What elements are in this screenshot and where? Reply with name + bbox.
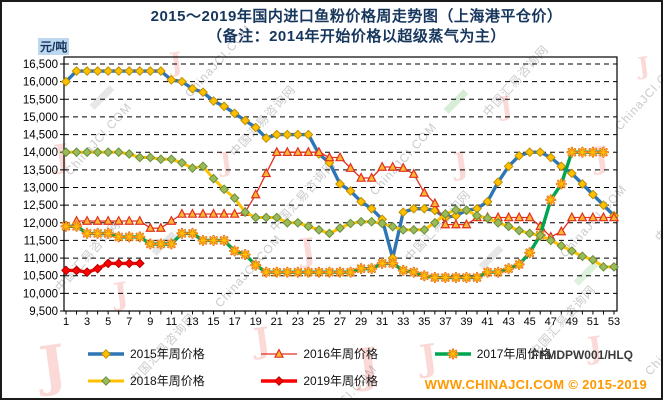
legend-marker-2018 bbox=[88, 375, 124, 386]
legend-item-2019: 2019年周价格 bbox=[259, 372, 429, 389]
svg-text:7: 7 bbox=[126, 316, 132, 328]
svg-text:23: 23 bbox=[292, 316, 304, 328]
svg-text:15,500: 15,500 bbox=[23, 94, 58, 106]
svg-text:49: 49 bbox=[566, 316, 578, 328]
svg-text:10,000: 10,000 bbox=[23, 288, 58, 300]
svg-text:11: 11 bbox=[166, 316, 177, 328]
site-copyright: WWW.CHINAJCI.COM © 2015-2019 bbox=[424, 377, 647, 392]
report-code: FFMDPW001/HLQ bbox=[531, 348, 633, 362]
svg-text:11,500: 11,500 bbox=[24, 235, 58, 247]
svg-text:37: 37 bbox=[439, 316, 451, 328]
legend-label-2015: 2015年周价格 bbox=[130, 347, 205, 361]
svg-text:12,500: 12,500 bbox=[23, 200, 58, 212]
svg-text:15: 15 bbox=[207, 316, 219, 328]
legend-marker-2016 bbox=[261, 347, 298, 358]
chart-title-line2: （备注：2014年开始价格以超级蒸气为主） bbox=[207, 28, 506, 45]
svg-text:3: 3 bbox=[84, 316, 90, 328]
svg-text:33: 33 bbox=[397, 316, 409, 328]
svg-text:27: 27 bbox=[334, 316, 346, 328]
legend-label-2019: 2019年周价格 bbox=[303, 374, 379, 388]
svg-text:5: 5 bbox=[105, 316, 111, 328]
legend-label-2016: 2016年周价格 bbox=[303, 347, 379, 361]
legend-marker-2019 bbox=[261, 375, 298, 386]
svg-text:47: 47 bbox=[545, 316, 557, 328]
svg-text:14,500: 14,500 bbox=[23, 130, 58, 142]
svg-text:29: 29 bbox=[355, 316, 367, 328]
svg-text:13,000: 13,000 bbox=[23, 183, 58, 195]
legend-item-2017: 2017年周价格 bbox=[433, 345, 603, 362]
legend-marker-2015 bbox=[88, 348, 124, 359]
svg-text:15,000: 15,000 bbox=[23, 112, 58, 124]
chart-title-line1: 2015～2019年国内进口鱼粉价格周走势图（上海港平仓价） bbox=[150, 8, 563, 25]
svg-text:43: 43 bbox=[502, 316, 514, 328]
legend-row-1: 2015年周价格 2016年周价格 2017年周价格 bbox=[86, 345, 603, 362]
legend-item-2018: 2018年周价格 bbox=[86, 372, 256, 389]
legend-label-2017: 2017年周价格 bbox=[476, 347, 552, 361]
svg-text:11,000: 11,000 bbox=[24, 253, 58, 265]
svg-text:12,000: 12,000 bbox=[23, 218, 58, 230]
chart-title: 2015～2019年国内进口鱼粉价格周走势图（上海港平仓价） （备注：2014年… bbox=[60, 7, 653, 47]
svg-text:13,500: 13,500 bbox=[23, 165, 58, 177]
legend-label-2018: 2018年周价格 bbox=[130, 374, 205, 388]
svg-text:41: 41 bbox=[481, 316, 493, 328]
svg-text:19: 19 bbox=[250, 316, 262, 328]
svg-text:39: 39 bbox=[460, 316, 472, 328]
legend-item-2016: 2016年周价格 bbox=[259, 345, 429, 362]
svg-text:45: 45 bbox=[524, 316, 536, 328]
svg-text:16,500: 16,500 bbox=[23, 59, 58, 71]
svg-text:9: 9 bbox=[147, 316, 153, 328]
svg-text:21: 21 bbox=[271, 316, 283, 328]
svg-text:17: 17 bbox=[228, 316, 240, 328]
legend-marker-2017 bbox=[434, 347, 471, 360]
y-axis-unit-label: 元/吨 bbox=[38, 38, 70, 55]
svg-text:9,500: 9,500 bbox=[29, 306, 58, 318]
svg-text:53: 53 bbox=[608, 316, 620, 328]
legend-row-2: 2018年周价格 2019年周价格 bbox=[86, 372, 429, 389]
legend-item-2015: 2015年周价格 bbox=[86, 345, 256, 362]
svg-text:35: 35 bbox=[418, 316, 430, 328]
svg-text:51: 51 bbox=[587, 316, 599, 328]
svg-text:16,000: 16,000 bbox=[23, 77, 58, 89]
svg-text:10,500: 10,500 bbox=[23, 271, 58, 283]
svg-text:13: 13 bbox=[186, 316, 198, 328]
svg-text:31: 31 bbox=[376, 316, 388, 328]
svg-text:14,000: 14,000 bbox=[23, 147, 58, 159]
svg-text:25: 25 bbox=[313, 316, 325, 328]
svg-text:1: 1 bbox=[63, 316, 69, 328]
